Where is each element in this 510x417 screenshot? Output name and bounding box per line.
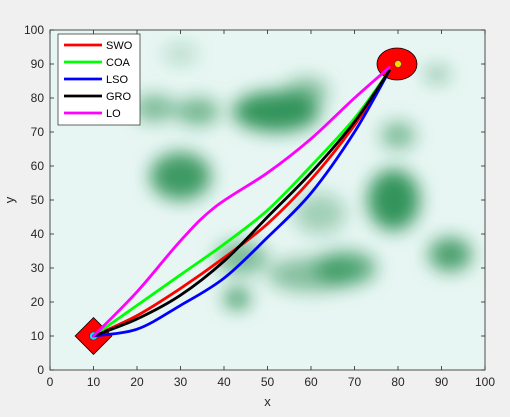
y-tick-label: 60 bbox=[31, 159, 45, 173]
obstacle bbox=[380, 121, 416, 149]
y-axis: 0 10 20 30 40 50 60 70 80 90 100 bbox=[24, 23, 485, 377]
obstacle bbox=[284, 77, 329, 105]
series-line-lso bbox=[92, 69, 391, 338]
obstacle bbox=[132, 94, 177, 122]
obstacle bbox=[150, 152, 211, 200]
obstacle-map bbox=[132, 43, 472, 309]
obstacle bbox=[224, 288, 251, 309]
y-tick-label: 40 bbox=[31, 227, 45, 241]
y-tick-label: 20 bbox=[31, 295, 45, 309]
y-tick-label: 100 bbox=[24, 23, 44, 37]
x-tick-label: 90 bbox=[435, 375, 449, 389]
series-line-swo bbox=[92, 69, 391, 338]
x-tick-label: 20 bbox=[130, 375, 144, 389]
obstacle bbox=[424, 65, 451, 83]
y-tick-label: 80 bbox=[31, 91, 45, 105]
obstacle bbox=[367, 169, 420, 231]
x-tick-label: 80 bbox=[391, 375, 405, 389]
y-tick-label: 10 bbox=[31, 329, 45, 343]
legend-entry: LO bbox=[106, 108, 121, 120]
obstacle bbox=[293, 193, 346, 235]
x-tick-label: 100 bbox=[475, 375, 495, 389]
x-tick-label: 30 bbox=[174, 375, 188, 389]
obstacle bbox=[163, 43, 198, 64]
y-tick-label: 30 bbox=[31, 261, 45, 275]
legend-entry: SWO bbox=[106, 40, 133, 52]
legend-entry: GRO bbox=[106, 91, 132, 103]
series-line-gro bbox=[92, 69, 391, 338]
y-axis-label: y bbox=[2, 196, 17, 203]
obstacle bbox=[428, 237, 472, 272]
y-tick-label: 70 bbox=[31, 125, 45, 139]
x-axis-label: x bbox=[264, 394, 271, 409]
x-tick-label: 50 bbox=[261, 375, 275, 389]
series-line-lo bbox=[92, 66, 391, 338]
x-axis: 0 10 20 30 40 50 60 70 80 90 100 bbox=[47, 30, 495, 389]
y-tick-label: 50 bbox=[31, 193, 45, 207]
obstacle bbox=[267, 257, 355, 292]
goal-point bbox=[394, 60, 402, 68]
legend-entry: LSO bbox=[106, 74, 128, 86]
path-lines bbox=[92, 66, 391, 338]
y-tick-label: 0 bbox=[37, 363, 44, 377]
x-tick-label: 10 bbox=[87, 375, 101, 389]
legend-entry: COA bbox=[106, 57, 131, 69]
legend: SWO COA LSO GRO LO bbox=[57, 33, 141, 126]
x-tick-label: 70 bbox=[348, 375, 362, 389]
x-tick-label: 60 bbox=[304, 375, 318, 389]
x-tick-label: 40 bbox=[217, 375, 231, 389]
x-tick-label: 0 bbox=[47, 375, 54, 389]
y-tick-label: 90 bbox=[31, 57, 45, 71]
obstacle bbox=[176, 98, 220, 126]
series-line-coa bbox=[92, 69, 391, 338]
